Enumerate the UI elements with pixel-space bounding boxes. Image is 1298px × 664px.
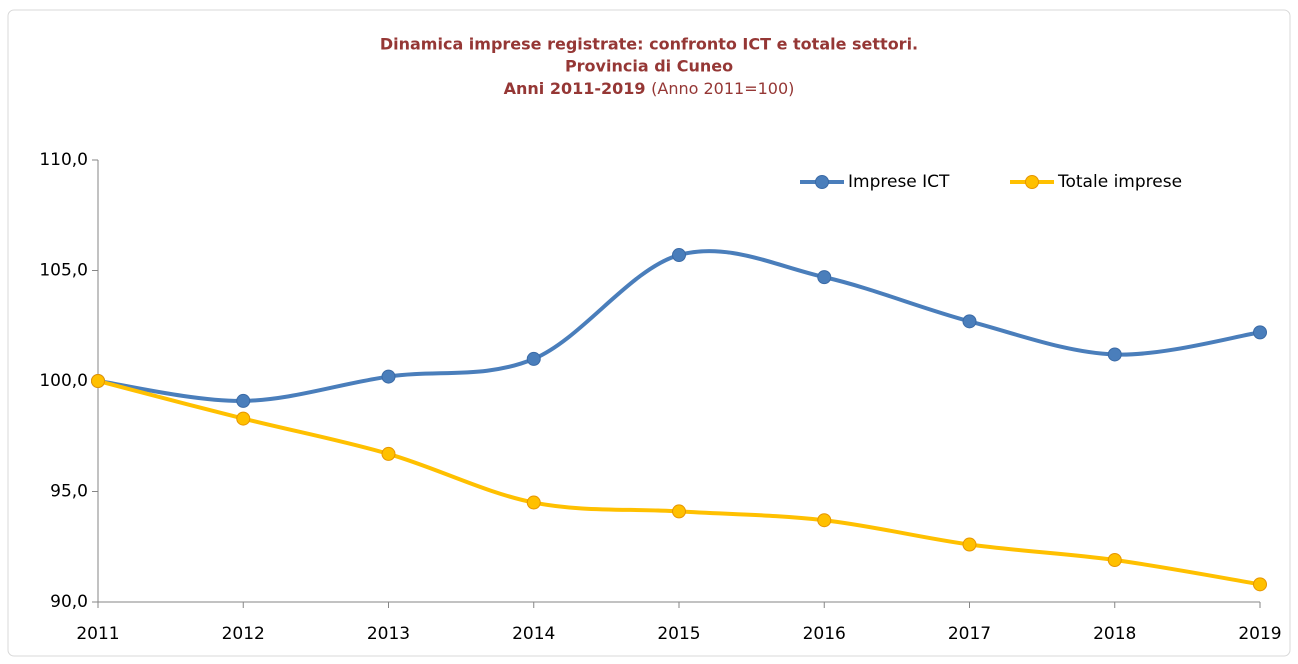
data-point	[817, 270, 832, 285]
y-tick-label: 110,0	[39, 150, 88, 170]
data-point	[381, 446, 396, 461]
y-tick-label: 95,0	[50, 482, 88, 502]
data-point	[236, 393, 251, 408]
data-point	[91, 374, 105, 388]
y-tick-label: 105,0	[39, 261, 88, 281]
y-tick-label: 100,0	[39, 371, 88, 391]
y-tick-label: 90,0	[50, 592, 88, 612]
data-point	[1107, 553, 1122, 568]
x-tick-label: 2014	[512, 624, 555, 644]
x-tick-label: 2016	[803, 624, 846, 644]
data-point	[1253, 577, 1267, 592]
data-point	[962, 537, 977, 552]
chart-title: Anni 2011-2019 (Anno 2011=100)	[504, 79, 795, 98]
data-point	[1107, 347, 1122, 362]
x-tick-label: 2018	[1093, 624, 1136, 644]
data-point	[962, 314, 977, 329]
legend-marker	[1025, 175, 1039, 189]
chart-title: Dinamica imprese registrate: confronto I…	[380, 35, 918, 54]
legend-label: Imprese ICT	[848, 172, 950, 192]
x-tick-label: 2015	[657, 624, 700, 644]
x-tick-label: 2019	[1238, 624, 1281, 644]
data-point	[672, 504, 686, 519]
chart-title: Provincia di Cuneo	[565, 57, 733, 76]
x-tick-label: 2011	[76, 624, 119, 644]
data-point	[1253, 325, 1267, 340]
data-point	[381, 369, 396, 384]
x-tick-label: 2012	[222, 624, 265, 644]
data-point	[526, 351, 541, 366]
data-point	[817, 513, 832, 528]
x-tick-label: 2013	[367, 624, 410, 644]
chart-subtitle: (Anno 2011=100)	[651, 79, 794, 98]
data-point	[672, 248, 686, 263]
x-tick-label: 2017	[948, 624, 991, 644]
chart-border	[7, 9, 1291, 657]
data-point	[236, 411, 251, 426]
legend-label: Totale imprese	[1057, 172, 1182, 192]
data-point	[526, 495, 541, 510]
chart-title: Anni 2011-2019	[504, 79, 646, 98]
legend-marker	[815, 175, 829, 189]
